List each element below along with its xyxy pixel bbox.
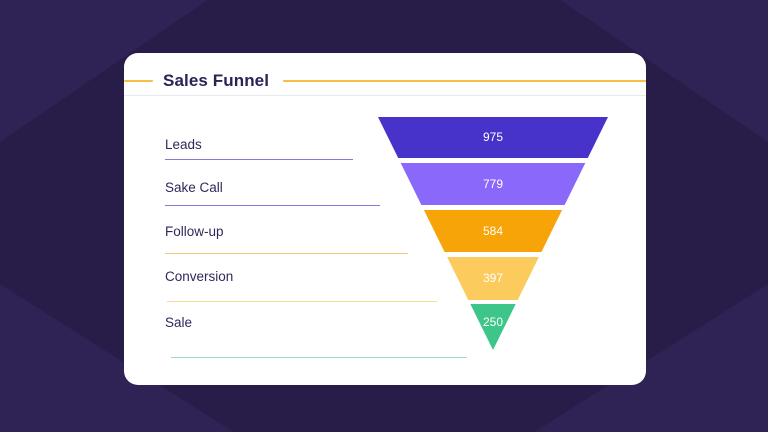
funnel-segment-conversion[interactable] (447, 257, 539, 300)
stage-label-conversion: Conversion (165, 269, 234, 284)
funnel-segment-follow-up[interactable] (423, 210, 563, 252)
funnel-value-follow-up: 584 (483, 224, 503, 238)
stage-label-leads: Leads (165, 137, 202, 152)
stage-underline-leads (165, 159, 353, 160)
stage-label-sale: Sale (165, 315, 193, 330)
funnel-value-conversion: 397 (483, 271, 503, 285)
funnel-segment-sale[interactable] (470, 304, 516, 350)
title-accent-line-right (283, 80, 646, 82)
funnel-value-sale: 250 (483, 315, 503, 329)
title-accent-line-left (124, 80, 153, 82)
funnel-value-leads: 975 (483, 130, 503, 144)
sales-funnel-card: Sales Funnel Leads Sake Call Follow-up C… (124, 53, 646, 385)
stage-underline-sale (171, 357, 467, 358)
stage-label-sake-call: Sake Call (165, 180, 223, 195)
header-separator (124, 95, 646, 96)
funnel-value-sake-call: 779 (483, 177, 503, 191)
funnel-segment-sake-call[interactable] (400, 163, 586, 205)
stage-underline-sake-call (165, 205, 380, 206)
stage-underline-follow-up (165, 253, 408, 254)
stage-underline-conversion (167, 301, 437, 302)
page-title: Sales Funnel (163, 71, 270, 90)
stage-label-follow-up: Follow-up (165, 224, 224, 239)
funnel-segment-leads[interactable] (378, 117, 608, 158)
